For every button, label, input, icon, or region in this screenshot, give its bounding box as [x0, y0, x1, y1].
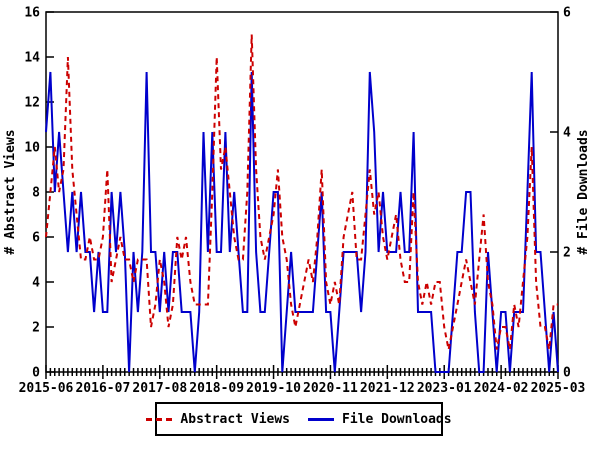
x-axis-tick-label: 2023-01	[417, 381, 472, 396]
x-axis-tick-label: 2015-06	[19, 381, 74, 396]
x-axis-tick-label: 2019-10	[246, 381, 301, 396]
x-axis-tick-label: 2021-12	[360, 381, 415, 396]
plot-border	[45, 11, 559, 373]
abstract-views-line	[45, 34, 558, 350]
y-right-tick-label: 2	[563, 246, 571, 261]
y-left-tick-label: 0	[32, 366, 40, 381]
legend: Abstract Views File Downloads	[146, 402, 452, 436]
y-left-tick-label: 16	[24, 6, 40, 21]
blue-solid-line-sample	[308, 417, 334, 421]
y-left-tick-label: 8	[32, 186, 40, 201]
y-right-tick-label: 4	[563, 126, 571, 141]
y-right-tick-label: 6	[563, 6, 571, 21]
file-downloads-line	[45, 71, 559, 373]
y-left-tick-label: 4	[32, 276, 40, 291]
x-axis-tick-label: 2018-09	[189, 381, 244, 396]
legend-item-file-downloads: File Downloads	[308, 412, 452, 427]
y-left-tick-label: 10	[24, 141, 40, 156]
y-right-tick-label: 0	[563, 366, 571, 381]
legend-item-abstract-views: Abstract Views	[146, 412, 290, 427]
y-left-tick-label: 2	[32, 321, 40, 336]
x-axis-tick-label: 2025-03	[531, 381, 586, 396]
red-dashed-line-sample	[146, 417, 173, 421]
legend-label-abstract-views: Abstract Views	[180, 411, 290, 427]
y-left-tick-label: 12	[24, 96, 40, 111]
y-left-axis-title: # Abstract Views	[3, 129, 18, 254]
legend-label-file-downloads: File Downloads	[342, 411, 452, 427]
y-left-tick-label: 14	[24, 51, 40, 66]
x-axis-tick-label: 2017-08	[132, 381, 187, 396]
x-axis-tick-label: 2024-02	[474, 381, 529, 396]
x-axis-tick-label: 2020-11	[303, 381, 358, 396]
y-left-tick-label: 6	[32, 231, 40, 246]
y-right-axis-title: # File Downloads	[576, 129, 591, 254]
x-axis-tick-label: 2016-07	[75, 381, 130, 396]
